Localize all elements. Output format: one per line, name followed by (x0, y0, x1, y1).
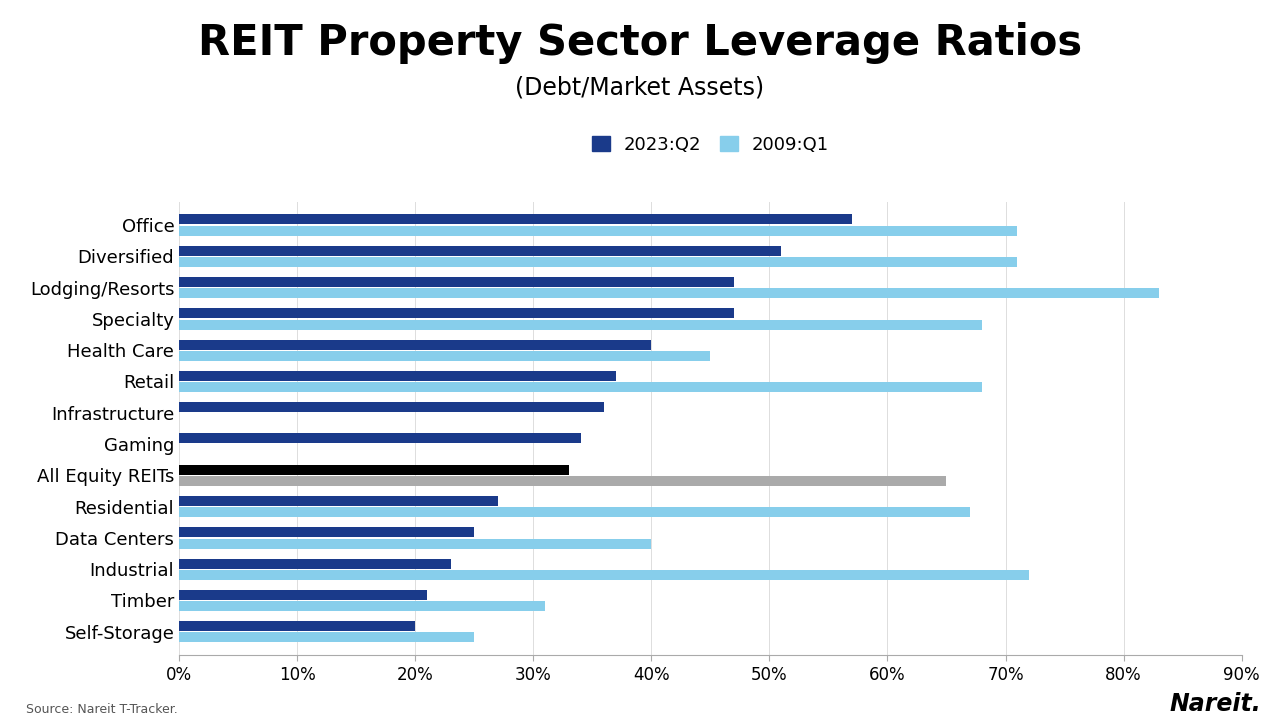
Bar (179, 464, 568, 474)
Bar (179, 539, 652, 549)
Bar (179, 308, 733, 318)
Bar (179, 382, 982, 392)
Bar (179, 621, 415, 631)
Legend: 2023:Q2, 2009:Q1: 2023:Q2, 2009:Q1 (585, 129, 836, 161)
Bar (179, 527, 475, 537)
Bar (179, 570, 1029, 580)
Bar (179, 351, 710, 361)
Text: Source: Nareit T-Tracker.: Source: Nareit T-Tracker. (26, 703, 178, 716)
Bar (179, 340, 652, 350)
Bar (179, 496, 498, 506)
Bar (179, 288, 1158, 298)
Bar (179, 371, 616, 381)
Bar (179, 246, 781, 256)
Text: REIT Property Sector Leverage Ratios: REIT Property Sector Leverage Ratios (198, 22, 1082, 63)
Bar (179, 476, 946, 486)
Bar (179, 257, 1018, 267)
Bar (179, 215, 852, 225)
Bar (179, 507, 970, 517)
Bar (179, 601, 545, 611)
Text: Nareit.: Nareit. (1169, 693, 1261, 716)
Bar (179, 433, 581, 444)
Bar (179, 277, 733, 287)
Bar (179, 320, 982, 330)
Bar (179, 590, 428, 600)
Bar (179, 559, 451, 569)
Bar (179, 402, 604, 412)
Text: (Debt/Market Assets): (Debt/Market Assets) (516, 76, 764, 99)
Bar (179, 632, 475, 642)
Bar (179, 225, 1018, 235)
